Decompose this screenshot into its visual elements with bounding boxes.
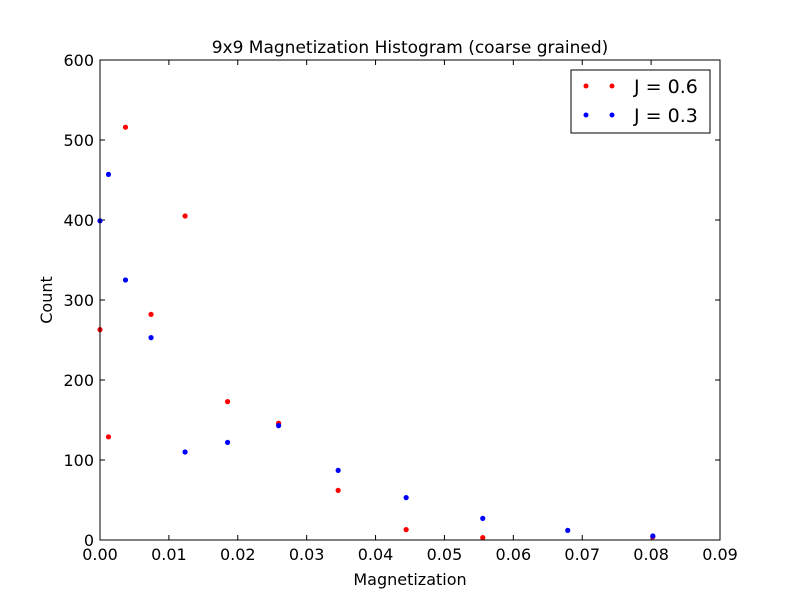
x-tick-label: 0.09 [702, 545, 738, 564]
y-tick-label: 0 [84, 531, 94, 550]
plot-frame [99, 59, 721, 541]
data-point-series-1 [105, 434, 112, 440]
data-point-series-2 [182, 449, 188, 455]
legend-label-series-2: J = 0.3 [633, 105, 698, 127]
legend-label-series-1: J = 0.6 [633, 76, 698, 98]
x-tick-label: 0.05 [427, 545, 463, 564]
x-axis-label: Magnetization [353, 570, 466, 589]
x-tick-label: 0.01 [151, 545, 187, 564]
data-point-series-2 [224, 439, 231, 445]
data-point-series-1 [403, 527, 409, 533]
legend-marker-series-1a [583, 83, 589, 89]
data-point-series-1 [182, 213, 188, 219]
y-tick-label: 300 [63, 291, 94, 310]
data-point-series-2 [276, 423, 282, 429]
x-tick-label: 0.03 [289, 545, 325, 564]
data-point-series-1 [480, 535, 486, 541]
data-point-series-1 [122, 124, 129, 130]
points-layer [97, 124, 656, 541]
data-point-series-2 [148, 335, 154, 341]
data-point-series-1 [335, 487, 341, 493]
legend-box [570, 69, 711, 134]
data-point-series-2 [105, 171, 112, 177]
legend-marker-series-2b [609, 112, 615, 118]
legend-marker-series-2a [583, 112, 589, 118]
x-tick-label: 0.07 [564, 545, 600, 564]
data-point-series-2 [565, 527, 571, 534]
data-point-series-2 [335, 467, 341, 473]
data-point-series-2 [480, 515, 486, 522]
x-tick-label: 0.00 [82, 545, 118, 564]
legend-marker-series-1b [609, 83, 615, 89]
y-tick-label: 100 [63, 451, 94, 470]
x-tick-label: 0.04 [358, 545, 394, 564]
x-tick-label: 0.08 [633, 545, 669, 564]
legend: J = 0.6 J = 0.3 [570, 69, 711, 134]
data-point-series-1 [148, 311, 154, 317]
x-tick-label: 0.02 [220, 545, 256, 564]
y-axis-label: Count [37, 276, 56, 324]
y-tick-label: 200 [63, 371, 94, 390]
data-point-series-2 [403, 495, 409, 501]
data-point-series-2 [650, 533, 656, 539]
ticks-layer: 0.00 0.01 0.02 0.03 0.04 0.05 0.06 0.07 0.08 0.09… [63, 51, 737, 564]
data-point-series-1 [224, 399, 231, 405]
y-tick-label: 600 [63, 51, 94, 70]
y-tick-label: 400 [63, 211, 94, 230]
data-point-series-2 [122, 277, 129, 283]
x-tick-label: 0.06 [496, 545, 532, 564]
chart-title: 9x9 Magnetization Histogram (coarse grai… [212, 38, 609, 58]
y-tick-label: 500 [63, 131, 94, 150]
